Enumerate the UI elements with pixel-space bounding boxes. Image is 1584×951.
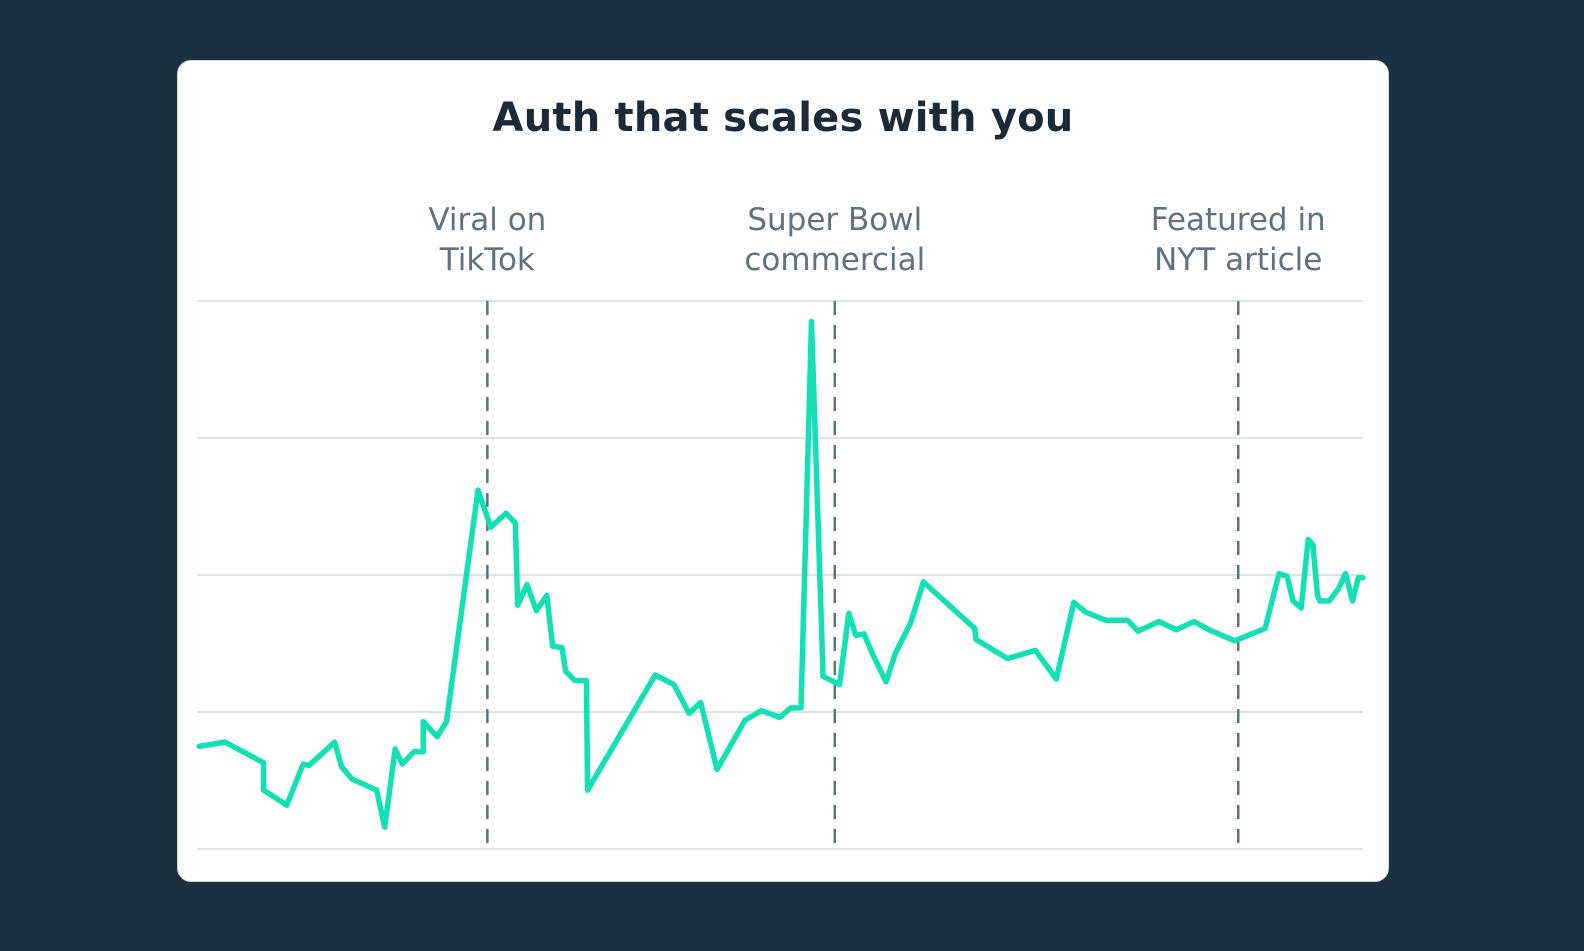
event-markers bbox=[486, 301, 1240, 849]
event-annotations: Viral on TikTok Super Bowl commercial Featur… bbox=[428, 202, 1325, 278]
event-label-0-line-0: Viral on bbox=[428, 202, 546, 238]
event-label-1-line-0: Super Bowl bbox=[747, 202, 922, 238]
series-layer bbox=[196, 318, 1366, 830]
event-label-0-line-1: TikTok bbox=[439, 242, 535, 278]
gridlines bbox=[197, 300, 1363, 850]
series-line bbox=[196, 318, 1366, 830]
line-chart: Viral on TikTok Super Bowl commercial Featur… bbox=[196, 202, 1366, 850]
chart-card: Auth that scales with you Viral on TikTok… bbox=[177, 60, 1389, 882]
event-label-1-line-1: commercial bbox=[744, 242, 925, 278]
chart-title: Auth that scales with you bbox=[492, 95, 1074, 141]
event-label-2-line-1: NYT article bbox=[1154, 242, 1322, 278]
event-label-2-line-0: Featured in bbox=[1151, 202, 1326, 238]
